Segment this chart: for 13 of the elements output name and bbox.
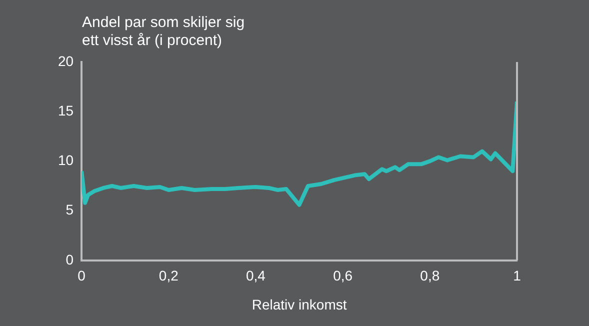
x-tick-label: 0,6 bbox=[333, 268, 353, 284]
y-tick-label: 0 bbox=[66, 251, 74, 268]
x-tick-label: 0,8 bbox=[420, 268, 440, 284]
x-tick-label: 0 bbox=[78, 268, 86, 284]
x-tick-label: 1 bbox=[513, 268, 522, 284]
y-tick-label: 20 bbox=[58, 52, 74, 69]
y-tick-label: 10 bbox=[58, 152, 74, 168]
y-tick-label: 15 bbox=[58, 102, 74, 118]
x-tick-label: 0,2 bbox=[158, 268, 179, 284]
chart-title: Andel par som skiljer sig ett visst år (i procent) bbox=[82, 14, 245, 50]
x-axis-title: Relativ inkomst bbox=[252, 296, 347, 312]
y-tick-label: 5 bbox=[66, 202, 74, 218]
x-tick-label: 0,4 bbox=[246, 268, 266, 284]
